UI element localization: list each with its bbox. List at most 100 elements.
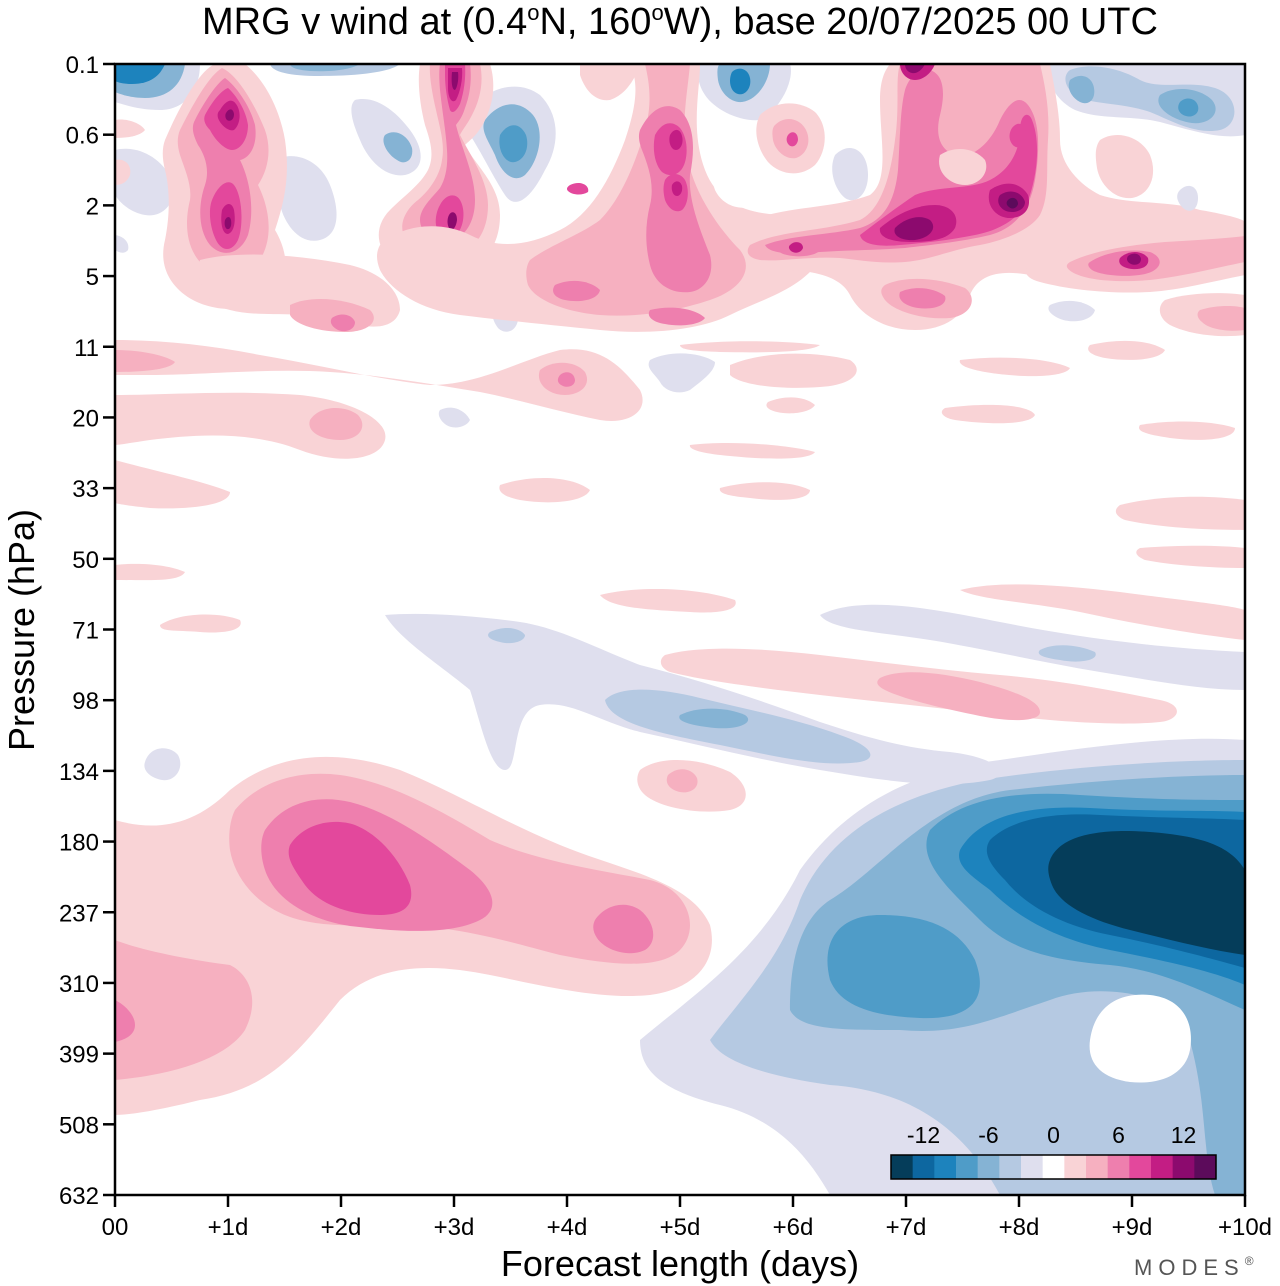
x-tick-label: +3d <box>434 1214 475 1241</box>
region-neg-11-a <box>648 353 715 393</box>
x-tick-label: +6d <box>773 1214 814 1241</box>
region-pos-1d-7 <box>225 109 234 121</box>
region-pos-4d-5 <box>669 129 683 150</box>
region-pos-mid-left2 <box>309 408 363 440</box>
region-pos-strat-band2 <box>877 672 1040 721</box>
region-pos-strat-strip <box>600 588 736 613</box>
colorbar-swatch <box>1064 1155 1087 1179</box>
y-tick-label: 71 <box>72 618 99 645</box>
y-axis-label: Pressure (hPa) <box>1 509 42 751</box>
region-white-7d-b <box>939 148 987 185</box>
y-tick-label: 98 <box>72 688 99 715</box>
region-pos-strat-strip2 <box>160 614 241 633</box>
colorbar-swatch <box>1129 1155 1152 1179</box>
region-neg-top-right5 <box>1068 75 1095 104</box>
y-tick-label: 399 <box>59 1042 99 1069</box>
y-tick-label: 2 <box>86 193 99 220</box>
colorbar-swatch <box>1086 1155 1109 1179</box>
region-neg-strat-dot3 <box>488 628 525 644</box>
region-neg-6 <box>1048 830 1245 955</box>
colorbar-swatch <box>934 1155 957 1179</box>
region-pos-mid-right <box>1115 496 1245 530</box>
colorbar-swatch <box>1021 1155 1044 1179</box>
region-pos-mid-right3 <box>941 404 1035 424</box>
region-pos-mid-center2 <box>719 482 810 500</box>
y-tick-label: 0.1 <box>66 52 99 79</box>
y-tick-label: 11 <box>74 335 99 362</box>
region-pos-9d-5 <box>1127 253 1141 265</box>
region-pos-7d-8 <box>1006 197 1018 209</box>
y-tick-label: 33 <box>72 476 99 503</box>
region-pos-4d-7 <box>553 280 600 302</box>
region-neg-top-h <box>499 125 528 163</box>
y-tick-label: 310 <box>59 971 99 998</box>
region-neg-9d-b <box>1177 185 1198 211</box>
region-pos-6d-low <box>766 397 815 414</box>
colorbar-swatch <box>999 1155 1022 1179</box>
region-neg-top-k <box>730 68 751 95</box>
colorbar-swatch <box>912 1155 935 1179</box>
y-tick-label: 20 <box>72 405 99 432</box>
x-tick-label: +2d <box>321 1214 362 1241</box>
region-pos-7d-10 <box>905 64 925 74</box>
region-pos-11-right <box>959 357 1070 377</box>
region-neg-top-b <box>290 64 360 72</box>
y-tick-label: 180 <box>59 830 99 857</box>
region-neg-strat-dot <box>679 708 749 729</box>
colorbar-frame <box>890 1154 1217 1180</box>
colorbar-swatch <box>1107 1155 1130 1179</box>
colorbar-tick-label: -12 <box>907 1122 940 1148</box>
x-tick-label: 00 <box>102 1214 129 1241</box>
region-pos-top-left-pink2 <box>115 159 131 185</box>
colorbar-tick-label: 6 <box>1112 1122 1125 1148</box>
region-pos-11-band <box>115 340 643 421</box>
region-pos-7d-6 <box>894 217 934 241</box>
colorbar-tick-label: -6 <box>978 1122 998 1148</box>
region-pos-4d-9 <box>566 182 589 195</box>
region-neg-3 <box>827 915 980 1019</box>
region-pos-mid-center <box>499 478 590 503</box>
region-neg-top-d <box>383 132 413 163</box>
region-neg-small-left <box>144 748 181 781</box>
region-pos-1d-8 <box>224 217 232 230</box>
region-pos-left-strip2 <box>115 563 185 581</box>
region-pos-4d-6 <box>671 181 683 196</box>
region-neg-left-tiny <box>115 235 129 253</box>
region-pos-4b <box>593 904 654 954</box>
x-axis-label: Forecast length (days) <box>501 1243 859 1284</box>
x-tick-label: +10d <box>1218 1214 1272 1241</box>
region-neg-strat-right <box>820 604 1245 690</box>
colorbar-swatch <box>1042 1155 1065 1179</box>
y-tick-label: 237 <box>59 900 99 927</box>
region-pos-left-pink <box>115 1000 135 1042</box>
region-pos-7d-13 <box>788 242 803 253</box>
x-tick-label: +4d <box>547 1214 588 1241</box>
colorbar-swatch <box>1194 1155 1217 1179</box>
region-neg-top-left3 <box>115 64 165 84</box>
x-axis: 00 +1d +2d +3d +4d +5d +6d +7d +8d +9d +10d <box>102 1195 1272 1241</box>
region-pos-strat-strip3 <box>960 584 1245 640</box>
region-pos-mid-right2 <box>1136 545 1245 568</box>
region-neg-top-right4 <box>1178 98 1199 117</box>
y-tick-label: 632 <box>59 1183 99 1210</box>
region-neg-top-e <box>270 156 337 241</box>
colorbar-swatch <box>1172 1155 1195 1179</box>
colorbar-swatch <box>1151 1155 1174 1179</box>
region-pos-11-band-r <box>730 353 857 388</box>
region-pos-mid-right4 <box>689 442 815 459</box>
region-pos-5-5d-3 <box>786 132 798 147</box>
region-pos-1 <box>115 940 253 1080</box>
region-pos-5hpa-dot <box>330 314 355 332</box>
x-tick-label: +5d <box>660 1214 701 1241</box>
y-tick-label: 134 <box>59 759 99 786</box>
x-tick-label: +8d <box>999 1214 1040 1241</box>
region-white-hole <box>1089 994 1191 1083</box>
y-tick-label: 508 <box>59 1112 99 1139</box>
y-tick-label: 50 <box>72 547 99 574</box>
region-neg-mid-c <box>832 147 868 201</box>
region-pos-3 <box>288 821 412 915</box>
region-pos-mid-left <box>115 392 386 459</box>
region-white-7d <box>712 150 768 208</box>
region-pos-9d-9 <box>1088 340 1165 360</box>
y-axis: 0.1 0.6 2 5 11 20 33 50 71 98 134 180 237 310 399 508 63… <box>59 52 115 1210</box>
